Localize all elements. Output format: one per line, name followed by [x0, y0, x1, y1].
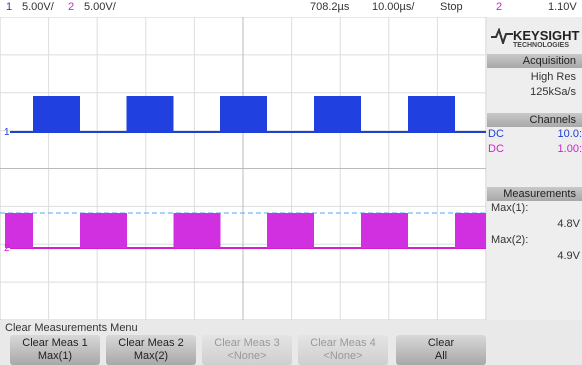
softkey-label: Clear Meas 2: [118, 337, 184, 349]
run-state: Stop: [440, 1, 463, 13]
ch2-coupling: DC: [488, 143, 504, 155]
acq-rate: 125kSa/s: [530, 86, 576, 98]
meas-value: 4.9V: [557, 250, 580, 262]
softkey[interactable]: Clear Meas 3 <None>: [202, 335, 292, 365]
ch2-pulse: [173, 213, 221, 248]
meas-value: 4.8V: [557, 218, 580, 230]
meas-label: Max(1):: [491, 202, 529, 214]
ch1-pulse: [314, 96, 361, 132]
softkey-value: All: [434, 350, 448, 362]
brand-name: KEYSIGHT: [513, 28, 580, 43]
ch2-pulse: [80, 213, 127, 248]
softkey-label: Clear Meas 1: [22, 337, 88, 349]
acquisition-header: Acquisition: [487, 54, 582, 68]
softkey-value: <None>: [227, 350, 267, 362]
channels-header: Channels: [487, 113, 582, 127]
trigger-source: 2: [496, 1, 503, 13]
top-bar: 1 5.00V/ 2 5.00V/ 708.2µs 10.00µs/ Stop: [0, 0, 487, 16]
ch1-scale: 5.00V/: [22, 1, 54, 13]
ch2-pulse: [267, 213, 314, 248]
ch1-pulse: [126, 96, 174, 132]
menu-title: Clear Measurements Menu: [5, 322, 138, 334]
ch1-label: 1: [6, 1, 13, 13]
ch2-marker: 2: [4, 243, 10, 254]
ch1-probe: 10.0:: [557, 128, 582, 140]
ch1-pulse: [220, 96, 267, 132]
ch1-coupling: DC: [488, 128, 504, 140]
softkey[interactable]: Clear Meas 2 Max(2): [106, 335, 196, 365]
softkey[interactable]: Clear Meas 4 <None>: [298, 335, 388, 365]
ch2-pulse: [5, 213, 33, 248]
softkey-label: Clear Meas 4: [310, 337, 376, 349]
softkey-value: Max(1): [37, 350, 73, 362]
measurements-header: Measurements: [487, 187, 582, 201]
ch2-pulse: [455, 213, 486, 248]
ch2-label: 2: [68, 1, 75, 13]
trigger-level: 1.10V: [548, 1, 577, 13]
softkey[interactable]: Clear Meas 1 Max(1): [10, 335, 100, 365]
ch2-pulse: [361, 213, 408, 248]
ch2-probe: 1.00:: [557, 143, 582, 155]
softkey[interactable]: Clear All: [396, 335, 486, 365]
brand-sub: TECHNOLOGIES: [513, 42, 570, 49]
softkey-label: Clear: [427, 337, 455, 349]
acq-mode: High Res: [530, 71, 576, 83]
brand-logo: [491, 28, 513, 44]
softkey-label: Clear Meas 3: [214, 337, 280, 349]
ch1-marker: 1: [4, 127, 10, 138]
time-delay: 708.2µs: [310, 1, 350, 13]
waveform-display: 1 2: [0, 17, 487, 320]
ch2-scale: 5.00V/: [84, 1, 116, 13]
ch1-pulse: [408, 96, 455, 132]
waveforms: [0, 96, 486, 249]
ch1-pulse: [33, 96, 80, 132]
meas-label: Max(2):: [491, 234, 529, 246]
side-panel: KEYSIGHT TECHNOLOGIES Acquisition High R…: [487, 17, 582, 320]
softkey-value: Max(2): [133, 350, 169, 362]
time-scale: 10.00µs/: [372, 1, 415, 13]
softkey-value: <None>: [323, 350, 363, 362]
